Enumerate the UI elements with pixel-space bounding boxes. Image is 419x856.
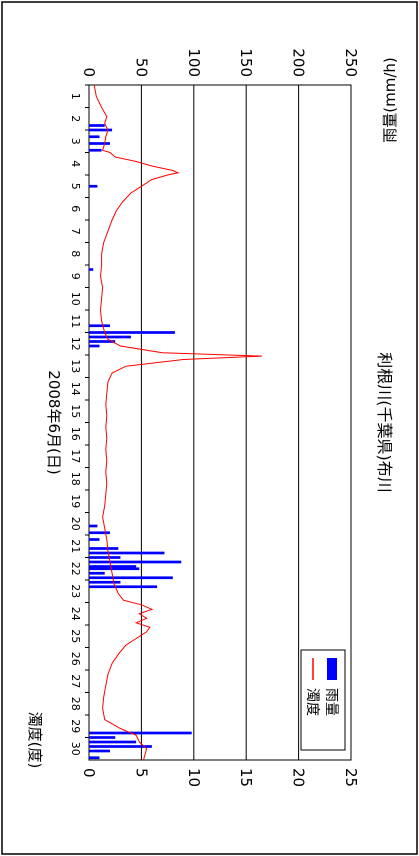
x-tick-label: 4 xyxy=(69,160,82,167)
rainfall-bar xyxy=(89,184,98,188)
left-tick-label: 50 xyxy=(132,58,150,77)
x-tick-label: 2 xyxy=(69,115,82,122)
x-tick-label: 27 xyxy=(69,674,82,688)
rainfall-bar xyxy=(89,580,121,584)
turbidity-line xyxy=(93,84,262,761)
rainfall-bar xyxy=(89,556,121,559)
x-tick-label: 3 xyxy=(69,138,82,145)
right-tick-label: 10 xyxy=(185,768,203,787)
x-tick-label: 20 xyxy=(69,517,82,531)
rainfall-bar xyxy=(89,128,113,132)
x-tick-label: 13 xyxy=(69,359,82,373)
rainfall-bar xyxy=(89,736,116,739)
x-tick-label: 21 xyxy=(69,539,82,553)
legend: 雨量 濁度 xyxy=(300,649,346,751)
rainfall-bar xyxy=(88,324,110,328)
rainfall-bar xyxy=(88,148,102,152)
rainfall-bar xyxy=(89,344,100,348)
rainfall-bar xyxy=(89,335,131,339)
rainfall-bar xyxy=(88,551,165,555)
rainfall-bar xyxy=(89,331,175,334)
left-tick-label: 150 xyxy=(237,48,255,77)
left-tick-label: 0 xyxy=(80,67,98,77)
x-tick-label: 19 xyxy=(69,494,82,508)
left-axis-ticks: 0 50 100 150 200 250 xyxy=(80,48,360,77)
x-tick-label: 12 xyxy=(69,337,82,351)
x-tick-label: 23 xyxy=(69,584,82,598)
right-tick-label: 5 xyxy=(132,768,150,778)
gridlines xyxy=(140,85,300,760)
rainfall-bar xyxy=(89,340,116,343)
x-axis-ticks: 1234567891011121314151617181920212223242… xyxy=(69,84,89,756)
rainfall-bar xyxy=(89,124,105,127)
rainfall-bar xyxy=(89,524,98,528)
right-tick-label: 0 xyxy=(80,768,98,778)
x-tick-label: 14 xyxy=(69,382,82,396)
rainfall-bar xyxy=(88,749,110,753)
rotated-chart: 1234567891011121314151617181920212223242… xyxy=(45,48,394,787)
rainfall-bar xyxy=(88,547,119,550)
x-tick-label: 30 xyxy=(69,742,82,756)
x-tick-label: 29 xyxy=(69,719,82,733)
x-tick-label: 6 xyxy=(69,205,82,212)
x-tick-label: 10 xyxy=(69,292,82,306)
x-tick-label: 28 xyxy=(69,697,82,711)
x-tick-label: 8 xyxy=(69,250,82,257)
right-tick-label: 20 xyxy=(290,768,308,787)
rainfall-bar xyxy=(89,565,137,568)
x-axis-label: 2008年6月(日) xyxy=(45,370,63,474)
x-tick-label: 15 xyxy=(69,404,82,418)
rainfall-bar xyxy=(89,756,100,760)
x-tick-label: 25 xyxy=(69,629,82,643)
x-tick-label: 7 xyxy=(69,228,82,235)
rainfall-bar xyxy=(89,576,173,580)
rainfall-bars xyxy=(88,124,192,760)
rainfall-bar xyxy=(88,142,110,145)
x-tick-label: 22 xyxy=(69,562,82,576)
right-axis-label: 雨量(mm/h) xyxy=(381,57,399,143)
rainfall-bar xyxy=(89,571,105,575)
x-tick-label: 17 xyxy=(69,449,82,463)
x-tick-label: 24 xyxy=(69,607,82,621)
rainfall-bar xyxy=(88,567,140,571)
x-tick-label: 11 xyxy=(69,314,82,328)
left-tick-label: 200 xyxy=(290,48,308,77)
x-tick-label: 1 xyxy=(69,93,82,100)
left-tick-label: 100 xyxy=(185,48,203,77)
x-tick-label: 18 xyxy=(69,472,82,486)
legend-turbidity-label: 濁度 xyxy=(304,688,320,716)
right-tick-label: 15 xyxy=(237,768,255,787)
x-tick-label: 5 xyxy=(69,183,82,190)
rainfall-bar xyxy=(88,731,192,735)
x-tick-label: 9 xyxy=(69,273,82,280)
rainfall-bar xyxy=(89,135,100,139)
right-tick-label: 25 xyxy=(342,768,360,787)
rainfall-bar xyxy=(88,585,158,589)
rainfall-bar xyxy=(89,740,137,744)
left-axis-label: 濁度(度) xyxy=(26,712,44,769)
right-axis-ticks: 0 5 10 15 20 25 xyxy=(80,768,360,787)
chart-title: 利根川(千葉県)布川 xyxy=(375,352,394,493)
legend-rainfall-label: 雨量 xyxy=(323,688,339,716)
x-tick-label: 26 xyxy=(69,652,82,666)
rainfall-bar xyxy=(88,268,94,271)
rainfall-bar xyxy=(89,560,182,564)
x-tick-label: 16 xyxy=(69,427,82,441)
left-tick-label: 250 xyxy=(342,48,360,77)
rainfall-bar xyxy=(89,538,100,541)
rainfall-bar xyxy=(88,531,110,535)
rainfall-bar xyxy=(89,745,152,748)
legend-rainfall-swatch xyxy=(327,658,337,680)
